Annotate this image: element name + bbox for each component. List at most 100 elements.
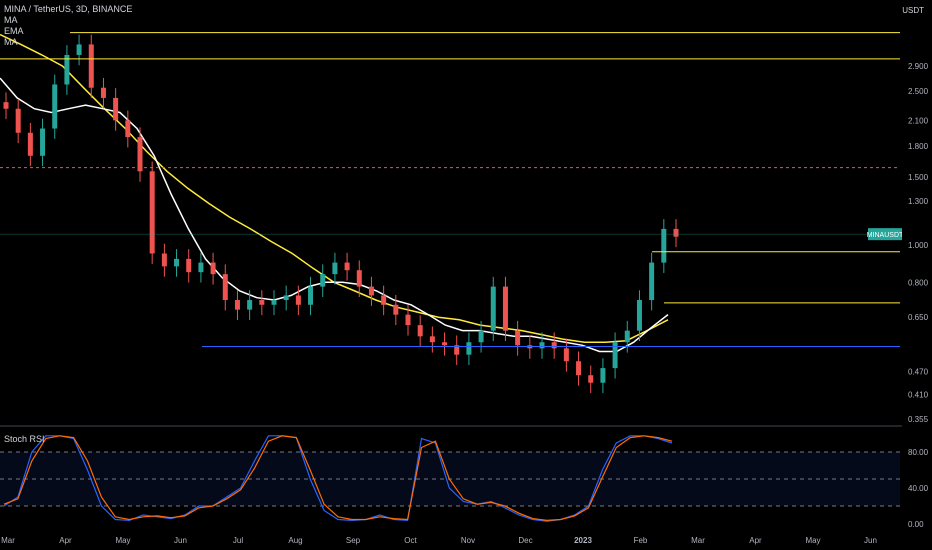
candle-body: [515, 330, 521, 346]
candle-body: [661, 228, 667, 263]
candle-body: [27, 132, 33, 156]
candle-body: [673, 228, 679, 237]
price-tick-11: 0.355: [908, 415, 929, 424]
candle-body: [393, 304, 399, 315]
time-tick-7: Oct: [404, 536, 417, 545]
candle-body: [478, 330, 484, 343]
candles: [3, 34, 679, 394]
candle-body: [271, 300, 277, 305]
candle-body: [649, 262, 655, 301]
symbol-title: MINA / TetherUS, 3D, BINANCE: [4, 4, 133, 14]
price-tick-3: 1.800: [908, 142, 929, 151]
time-tick-0: Mar: [1, 536, 15, 545]
price-levels: 3.5403.0281.5840.9600.7080.546MINAUSDT1.…: [0, 26, 928, 353]
candle-body: [283, 295, 289, 301]
symbol-label: MINAUSDT: [867, 232, 904, 239]
price-tick-7: 0.800: [908, 278, 929, 287]
currency-label: USDT: [902, 6, 924, 15]
price-tick-6: 1.000: [908, 241, 929, 250]
indicator-label-ma[interactable]: MA: [4, 15, 18, 25]
price-tick-0: 2.900: [908, 62, 929, 71]
candle-body: [234, 300, 240, 310]
candle-body: [442, 342, 448, 346]
candle-body: [308, 286, 314, 305]
candle-body: [186, 258, 192, 273]
time-tick-5: Aug: [288, 536, 302, 545]
candle-body: [563, 348, 569, 362]
time-tick-14: May: [805, 536, 820, 545]
symbol-tag: [868, 228, 902, 241]
candle-body: [344, 262, 350, 271]
candle-body: [295, 295, 301, 305]
indicator-label-ma-2[interactable]: MA: [4, 37, 18, 47]
candle-body: [368, 286, 374, 296]
candle-body: [161, 253, 167, 267]
candle-body: [356, 270, 362, 287]
candle-body: [417, 325, 423, 337]
time-tick-2: May: [115, 536, 130, 545]
time-tick-11: Feb: [634, 536, 648, 545]
candle-body: [15, 108, 21, 133]
indicator-legend: MINA / TetherUS, 3D, BINANCE MA EMA MA: [4, 4, 132, 48]
price-tick-10: 0.410: [908, 391, 929, 400]
candle-body: [381, 295, 387, 305]
price-tick-1: 2.500: [908, 87, 929, 96]
candle-body: [576, 361, 582, 376]
candle-body: [52, 84, 58, 129]
candle-body: [551, 342, 557, 349]
rsi-tick-2: 0.00: [908, 520, 924, 529]
candle-body: [636, 300, 642, 331]
candle-body: [88, 44, 94, 88]
candle-body: [40, 128, 46, 156]
candle-body: [174, 258, 180, 267]
price-axis-bg: [902, 0, 932, 550]
candle-body: [247, 300, 253, 310]
candle-body: [612, 342, 618, 369]
ma-series: [0, 77, 669, 353]
ema-series: [0, 33, 669, 343]
time-tick-3: Jun: [174, 536, 187, 545]
ema-line: [0, 33, 669, 343]
candle-body: [502, 286, 508, 331]
candle-body: [539, 342, 545, 349]
candle-body: [137, 137, 143, 172]
time-axis[interactable]: Mar Apr May Jun Jul Aug Sep Oct Nov Dec 2023 Feb Mar…: [1, 536, 877, 545]
indicator-label-ema[interactable]: EMA: [4, 26, 24, 36]
ma-line: [0, 77, 669, 353]
candle-body: [125, 120, 131, 138]
candle-body: [3, 102, 9, 109]
stoch-rsi-label: Stoch RSI: [4, 434, 45, 444]
time-tick-9: Dec: [518, 536, 532, 545]
stoch-d-line: [3, 435, 673, 522]
candle-body: [149, 171, 155, 254]
price-tick-4: 1.500: [908, 173, 929, 182]
time-tick-12: Mar: [691, 536, 705, 545]
candle-body: [64, 54, 70, 85]
candle-body: [222, 274, 228, 301]
candle-body: [259, 300, 265, 305]
time-tick-1: Apr: [59, 536, 72, 545]
time-tick-10: 2023: [574, 536, 592, 545]
candle-body: [100, 87, 106, 98]
candle-body: [466, 342, 472, 355]
price-axis[interactable]: 2.900 2.500 2.100 1.800 1.500 1.300 1.000 0.800…: [902, 0, 932, 550]
time-tick-8: Nov: [461, 536, 475, 545]
price-tick-5: 1.300: [908, 197, 929, 206]
candle-body: [320, 274, 326, 287]
candle-body: [429, 336, 435, 343]
candle-body: [588, 375, 594, 383]
time-tick-15: Jun: [864, 536, 877, 545]
price-tick-8: 0.650: [908, 313, 929, 322]
price-tick-2: 2.100: [908, 116, 929, 125]
price-tick-9: 0.470: [908, 368, 929, 377]
candle-body: [332, 262, 338, 275]
candle-body: [198, 262, 204, 273]
candle-body: [454, 345, 460, 355]
candle-body: [405, 314, 411, 326]
candle-body: [624, 330, 630, 343]
time-tick-6: Sep: [346, 536, 361, 545]
candle-body: [600, 368, 606, 383]
candle-body: [490, 286, 496, 331]
candle-body: [210, 262, 216, 275]
